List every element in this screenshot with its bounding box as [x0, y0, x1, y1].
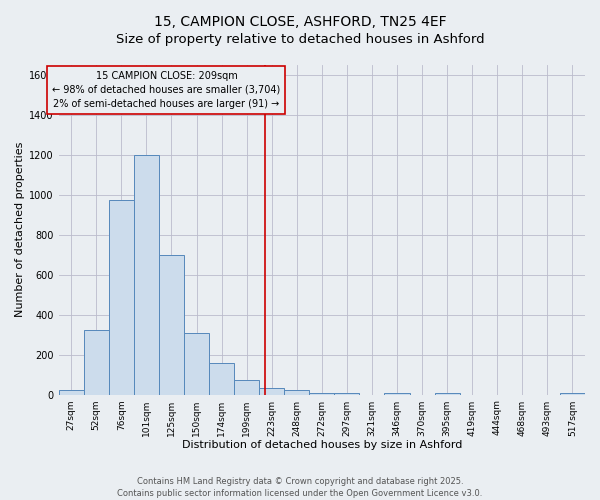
Bar: [59, 390, 84, 394]
Text: 15, CAMPION CLOSE, ASHFORD, TN25 4EF: 15, CAMPION CLOSE, ASHFORD, TN25 4EF: [154, 15, 446, 29]
Bar: [84, 330, 109, 394]
Bar: [309, 392, 334, 394]
Bar: [434, 392, 460, 394]
Bar: [334, 392, 359, 394]
Text: 15 CAMPION CLOSE: 209sqm
← 98% of detached houses are smaller (3,704)
2% of semi: 15 CAMPION CLOSE: 209sqm ← 98% of detach…: [52, 71, 281, 109]
Bar: [284, 390, 309, 394]
X-axis label: Distribution of detached houses by size in Ashford: Distribution of detached houses by size …: [182, 440, 462, 450]
Y-axis label: Number of detached properties: Number of detached properties: [15, 142, 25, 318]
Text: Contains HM Land Registry data © Crown copyright and database right 2025.
Contai: Contains HM Land Registry data © Crown c…: [118, 476, 482, 498]
Bar: [109, 200, 134, 394]
Bar: [259, 388, 284, 394]
Bar: [385, 392, 410, 394]
Bar: [560, 392, 585, 394]
Bar: [134, 155, 159, 394]
Bar: [184, 332, 209, 394]
Text: Size of property relative to detached houses in Ashford: Size of property relative to detached ho…: [116, 32, 484, 46]
Bar: [209, 362, 234, 394]
Bar: [234, 380, 259, 394]
Bar: [159, 255, 184, 394]
